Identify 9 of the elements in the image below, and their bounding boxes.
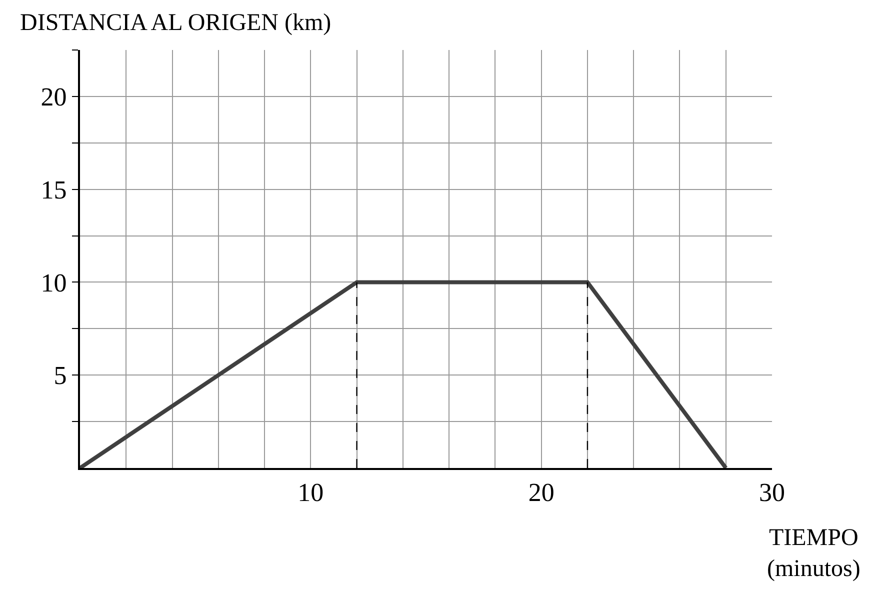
x-tick-label: 20: [528, 478, 554, 508]
y-tick-label: 20: [40, 82, 67, 112]
x-tick-label: 10: [298, 478, 324, 508]
x-axis-title: TIEMPO (minutos): [767, 525, 860, 582]
y-tick-label: 5: [54, 361, 67, 390]
y-tick-label: 10: [40, 268, 67, 298]
x-tick-label: 30: [759, 478, 785, 508]
y-axis-title: DISTANCIA AL ORIGEN (km): [20, 10, 332, 36]
y-tick-label: 15: [40, 175, 67, 204]
